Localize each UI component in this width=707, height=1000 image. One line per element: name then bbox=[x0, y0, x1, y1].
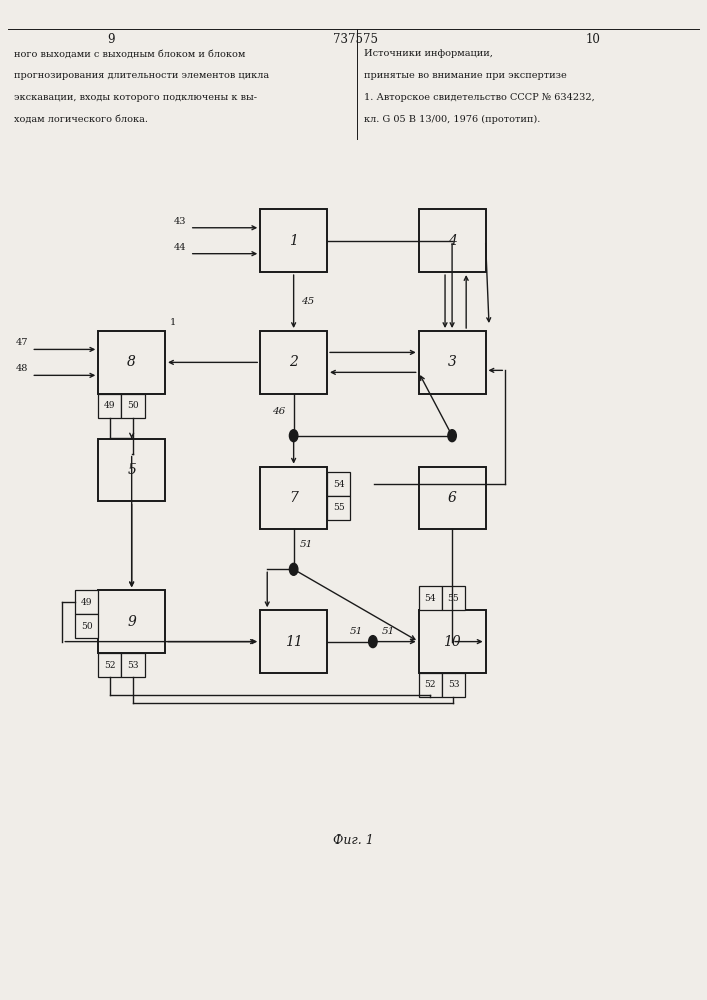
Text: 1. Авторское свидетельство СССР № 634232,: 1. Авторское свидетельство СССР № 634232… bbox=[364, 93, 595, 102]
Text: 8: 8 bbox=[127, 355, 136, 369]
Bar bbox=[75, 614, 98, 638]
Text: 54: 54 bbox=[333, 480, 344, 489]
Circle shape bbox=[448, 430, 456, 442]
Bar bbox=[75, 590, 98, 614]
Text: 50: 50 bbox=[127, 401, 139, 410]
Circle shape bbox=[289, 430, 298, 442]
Bar bbox=[419, 331, 486, 394]
Text: 3: 3 bbox=[448, 355, 457, 369]
Text: 51: 51 bbox=[299, 540, 312, 549]
Bar bbox=[419, 610, 486, 673]
Text: 43: 43 bbox=[174, 217, 186, 226]
Text: 10: 10 bbox=[585, 33, 600, 46]
Bar bbox=[260, 610, 327, 673]
Text: 46: 46 bbox=[272, 407, 285, 416]
Bar bbox=[419, 673, 442, 697]
Text: 53: 53 bbox=[127, 661, 139, 670]
Text: 51: 51 bbox=[349, 627, 363, 636]
Text: Источники информации,: Источники информации, bbox=[364, 49, 493, 58]
Bar bbox=[122, 394, 145, 418]
Text: 737575: 737575 bbox=[333, 33, 378, 46]
Text: 4: 4 bbox=[448, 234, 457, 248]
Bar bbox=[98, 590, 165, 653]
Text: 10: 10 bbox=[443, 635, 461, 649]
Text: 11: 11 bbox=[285, 635, 303, 649]
Text: ного выходами с выходным блоком и блоком: ного выходами с выходным блоком и блоком bbox=[14, 49, 245, 58]
Bar bbox=[327, 472, 351, 496]
Text: 1: 1 bbox=[289, 234, 298, 248]
Text: 55: 55 bbox=[333, 503, 344, 512]
Text: 1: 1 bbox=[170, 318, 175, 327]
Text: Фиг. 1: Фиг. 1 bbox=[333, 834, 374, 847]
Text: 48: 48 bbox=[16, 364, 28, 373]
Text: ходам логического блока.: ходам логического блока. bbox=[14, 115, 148, 124]
Bar bbox=[98, 394, 122, 418]
Bar bbox=[419, 467, 486, 529]
Text: экскавации, входы которого подключены к вы-: экскавации, входы которого подключены к … bbox=[14, 93, 257, 102]
Text: 7: 7 bbox=[289, 491, 298, 505]
Bar bbox=[122, 653, 145, 677]
Text: 49: 49 bbox=[81, 598, 93, 607]
Text: 49: 49 bbox=[104, 401, 115, 410]
Text: 51: 51 bbox=[381, 627, 395, 636]
Text: 55: 55 bbox=[448, 594, 460, 603]
Text: прогнозирования длительности элементов цикла: прогнозирования длительности элементов ц… bbox=[14, 71, 269, 80]
Bar bbox=[442, 586, 465, 610]
Bar bbox=[419, 209, 486, 272]
Text: 9: 9 bbox=[127, 615, 136, 629]
Bar bbox=[98, 653, 122, 677]
Text: 52: 52 bbox=[104, 661, 115, 670]
Circle shape bbox=[289, 563, 298, 575]
Text: 45: 45 bbox=[300, 297, 314, 306]
Text: 9: 9 bbox=[107, 33, 115, 46]
Bar bbox=[442, 673, 465, 697]
Text: 6: 6 bbox=[448, 491, 457, 505]
Bar bbox=[260, 467, 327, 529]
Bar bbox=[98, 439, 165, 501]
Text: 44: 44 bbox=[174, 243, 186, 252]
Circle shape bbox=[368, 636, 377, 648]
Bar bbox=[260, 331, 327, 394]
Text: 2: 2 bbox=[289, 355, 298, 369]
Text: 5: 5 bbox=[127, 463, 136, 477]
Text: 53: 53 bbox=[448, 680, 460, 689]
Bar bbox=[327, 496, 351, 520]
Text: 52: 52 bbox=[424, 680, 436, 689]
Text: кл. G 05 B 13/00, 1976 (прототип).: кл. G 05 B 13/00, 1976 (прототип). bbox=[364, 115, 540, 124]
Text: 50: 50 bbox=[81, 622, 93, 631]
Text: 54: 54 bbox=[424, 594, 436, 603]
Text: 47: 47 bbox=[16, 338, 28, 347]
Bar bbox=[419, 586, 442, 610]
Bar bbox=[260, 209, 327, 272]
Text: принятые во внимание при экспертизе: принятые во внимание при экспертизе bbox=[364, 71, 567, 80]
Bar bbox=[98, 331, 165, 394]
